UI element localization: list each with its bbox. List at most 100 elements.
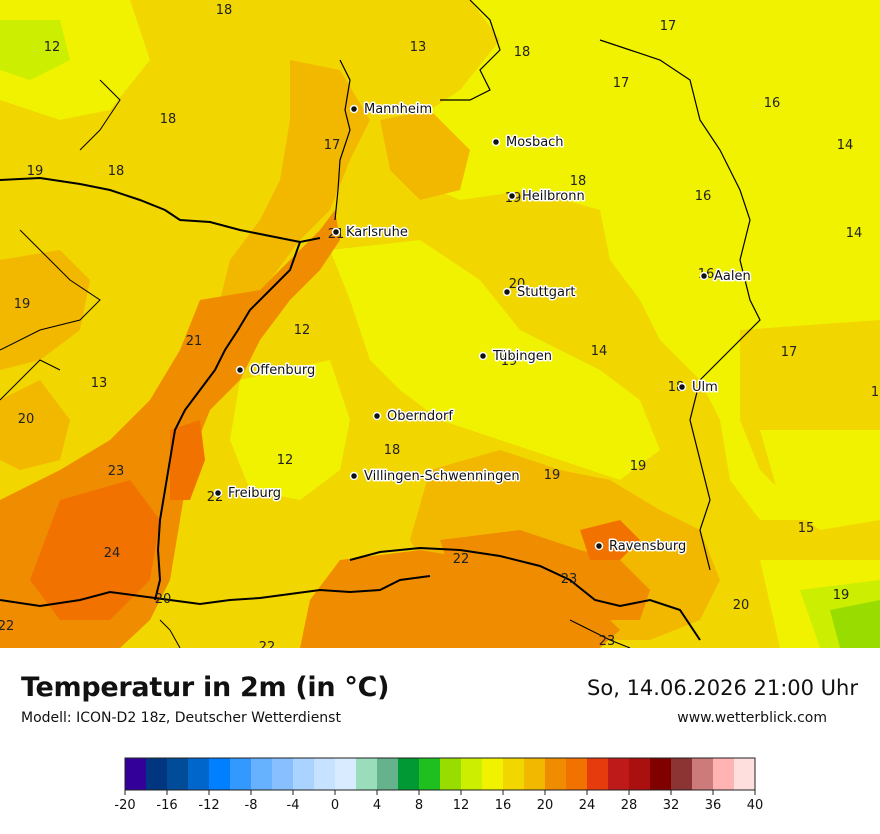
city-marker: Mosbach (491, 134, 565, 152)
temperature-value: 22 (0, 619, 14, 634)
legend-tick-label: 8 (415, 798, 423, 813)
temperature-value: 17 (324, 138, 341, 153)
legend-tick-label: 28 (621, 798, 638, 813)
city-dot (502, 287, 512, 297)
city-marker: Offenburg (235, 362, 317, 380)
legend-swatch (608, 758, 630, 790)
city-name: Karlsruhe (346, 225, 408, 240)
legend-swatch (293, 758, 315, 790)
city-dot (491, 137, 501, 147)
legend-swatch (419, 758, 441, 790)
legend-tick-label: 20 (537, 798, 554, 813)
city-name: Villingen-Schwenningen (364, 469, 520, 484)
city-marker: Ulm (677, 379, 719, 397)
temperature-value: 20 (509, 277, 526, 292)
legend-border (124, 757, 756, 791)
temperature-value: 23 (561, 572, 578, 587)
legend-swatch (440, 758, 462, 790)
legend-swatch (482, 758, 504, 790)
temperature-value: 23 (108, 464, 125, 479)
legend-swatch (713, 758, 735, 790)
legend-tick-label: 24 (579, 798, 596, 813)
city-dot (213, 488, 223, 498)
legend-swatch (734, 758, 756, 790)
map-title: Temperatur in 2m (in °C) (21, 672, 390, 703)
temperature-value: 19 (630, 459, 647, 474)
city-dot (349, 471, 359, 481)
city-name: Oberndorf (387, 409, 453, 424)
temperature-value: 16 (764, 96, 781, 111)
legend-swatch (629, 758, 651, 790)
info-panel (0, 648, 880, 830)
temperature-values: 1812131817171618171918141816192114201619… (0, 3, 879, 648)
city-marker: Villingen-Schwenningen (349, 468, 521, 486)
legend-swatch (587, 758, 609, 790)
city-marker: Tübingen (478, 348, 554, 366)
legend-tick-label: -20 (114, 798, 135, 813)
city-name: Heilbronn (522, 189, 585, 204)
temperature-value: 18 (160, 112, 177, 127)
temperature-value: 13 (410, 40, 427, 55)
map-canvas: 1812131817171618171918141816192114201619… (0, 0, 880, 648)
temperature-value: 17 (781, 345, 798, 360)
legend-swatch (566, 758, 588, 790)
color-legend: -20 -16 -12 -8 -4 0 4 8 12 16 20 24 28 32 36 40 (0, 750, 880, 830)
legend-swatch (650, 758, 672, 790)
temperature-value: 18 (108, 164, 125, 179)
city-name: Freiburg (228, 486, 281, 501)
temperature-value: 18 (570, 174, 587, 189)
city-dot (507, 191, 517, 201)
city-dot (478, 351, 488, 361)
city-dot (372, 411, 382, 421)
temperature-value: 19 (27, 164, 44, 179)
legend-tick-label: 32 (663, 798, 680, 813)
legend-tick-label: -8 (245, 798, 258, 813)
legend-canvas: -20 -16 -12 -8 -4 0 4 8 12 16 20 24 28 32 36 40 (114, 757, 764, 813)
legend-swatch (230, 758, 252, 790)
forecast-datetime: So, 14.06.2026 21:00 Uhr (587, 676, 858, 700)
legend-swatch (545, 758, 567, 790)
website-link[interactable]: www.wetterblick.com (677, 710, 827, 726)
city-dot (235, 365, 245, 375)
city-marker: Stuttgart (502, 284, 577, 302)
temperature-value: 13 (91, 376, 108, 391)
legend-swatch (314, 758, 336, 790)
city-name: Mosbach (506, 135, 564, 150)
legend-tick-label: 0 (331, 798, 339, 813)
city-dot (594, 541, 604, 551)
legend-tick-label: 40 (747, 798, 764, 813)
legend-tick-label: 16 (495, 798, 512, 813)
temperature-value: 19 (544, 468, 561, 483)
temperature-value: 20 (18, 412, 35, 427)
temperature-map[interactable]: 1812131817171618171918141816192114201619… (0, 0, 880, 648)
temperature-value: 21 (186, 334, 203, 349)
legend-tick-label: -4 (287, 798, 300, 813)
city-markers: Mannheim Mosbach Heilbronn Karlsruhe Aalen St… (213, 101, 752, 556)
city-name: Stuttgart (517, 285, 575, 300)
legend-swatch (692, 758, 714, 790)
temperature-value: 12 (277, 453, 294, 468)
temperature-value: 18 (216, 3, 233, 18)
temperature-value: 17 (613, 76, 630, 91)
legend-swatch (503, 758, 525, 790)
city-marker: Mannheim (349, 101, 434, 119)
temperature-value: 22 (453, 552, 470, 567)
legend-swatch (146, 758, 168, 790)
temperature-value: 14 (591, 344, 608, 359)
legend-tick-label: 36 (705, 798, 722, 813)
city-dot (677, 382, 687, 392)
legend-swatch (209, 758, 231, 790)
legend-swatch (335, 758, 357, 790)
temperature-value: 17 (660, 19, 677, 34)
city-dot (349, 104, 359, 114)
temperature-value: 20 (733, 598, 750, 613)
legend-swatch (272, 758, 294, 790)
city-marker: Karlsruhe (331, 224, 409, 242)
temperature-value: 14 (846, 226, 863, 241)
legend-swatch (461, 758, 483, 790)
temperature-value: 14 (837, 138, 854, 153)
city-dot (331, 227, 341, 237)
temperature-value: 16 (695, 189, 712, 204)
city-marker: Heilbronn (507, 188, 586, 206)
legend-swatch (188, 758, 210, 790)
